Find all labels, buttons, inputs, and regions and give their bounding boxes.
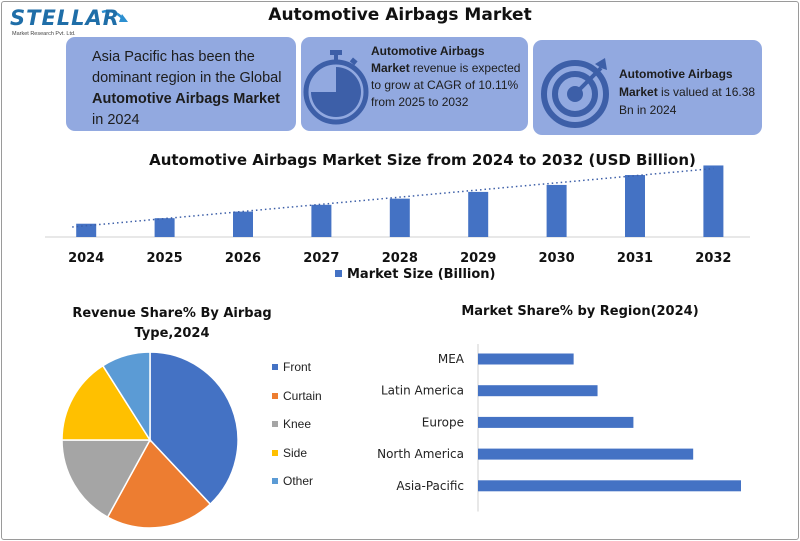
x-tick-label-2027: 2027 bbox=[303, 251, 339, 266]
region-label-latin-america: Latin America bbox=[381, 384, 464, 398]
pie-legend-label: Other bbox=[283, 474, 314, 488]
logo: STELLAR Market Research Pvt. Ltd. bbox=[10, 6, 130, 40]
info-box-2-bold: Automotive Airbags Market bbox=[371, 44, 485, 75]
bar-2029 bbox=[468, 191, 489, 237]
region-label-asia-pacific: Asia-Pacific bbox=[396, 479, 464, 493]
pie-legend-label: Front bbox=[283, 360, 312, 374]
bar-2031 bbox=[625, 175, 645, 237]
region-bar-asia-pacific bbox=[478, 480, 741, 492]
legend-swatch-market-size bbox=[335, 270, 342, 277]
info-box-3-text: Automotive Airbags Market is valued at 1… bbox=[619, 65, 757, 119]
logo-text: STELLAR bbox=[10, 6, 120, 30]
pie-slice-other bbox=[101, 351, 151, 443]
bar-chart-title: Automotive Airbags Market Size from 2024… bbox=[149, 151, 696, 169]
legend-label-market-size: Market Size (Billion) bbox=[347, 267, 496, 282]
pie-slice-knee bbox=[61, 439, 152, 519]
region-label-europe: Europe bbox=[422, 415, 464, 429]
info-box-1-post: in 2024 bbox=[92, 112, 140, 128]
info-box-2-text: Automotive Airbags Market revenue is exp… bbox=[371, 43, 523, 111]
pie-legend-swatch bbox=[272, 392, 278, 399]
pie-legend-swatch bbox=[272, 478, 278, 484]
bar-2024 bbox=[76, 223, 97, 237]
region-label-mea: MEA bbox=[438, 352, 465, 366]
x-tick-label-2030: 2030 bbox=[539, 251, 575, 266]
bar-2026 bbox=[233, 211, 253, 237]
info-box-dominant-region: Asia Pacific has been the dominant regio… bbox=[66, 37, 296, 131]
x-tick-label-2024: 2024 bbox=[68, 251, 104, 266]
region-share-bar-chart: MEA Latin America Europe North America Asia-… bbox=[377, 344, 741, 512]
info-box-1-bold: Automotive Airbags Market bbox=[92, 91, 280, 107]
bar-2028 bbox=[389, 198, 410, 237]
x-tick-label-2029: 2029 bbox=[460, 251, 496, 266]
pie-legend-label: Side bbox=[283, 445, 308, 460]
x-tick-label-2031: 2031 bbox=[617, 251, 653, 266]
region-chart-title: Market Share% by Region(2024) bbox=[461, 304, 699, 319]
market-size-bar-chart: 2024 2025 2026 2027 2028 2029 2030 2031 2032 Mark… bbox=[45, 165, 750, 282]
info-box-cagr: Automotive Airbags Market revenue is exp… bbox=[301, 37, 528, 131]
pie-legend-label: Knee bbox=[283, 417, 312, 431]
bar-2030 bbox=[546, 184, 567, 237]
region-bar-north-america bbox=[478, 448, 694, 460]
pie-legend-swatch bbox=[272, 421, 278, 427]
airbag-type-pie-chart bbox=[61, 351, 239, 529]
info-box-2-post: revenue is expected to grow at CAGR of 1… bbox=[371, 61, 521, 109]
logo-subtext: Market Research Pvt. Ltd. bbox=[12, 31, 76, 37]
region-label-north-america: North America bbox=[377, 447, 464, 461]
info-box-3-bold: Automotive Airbags Market bbox=[619, 67, 733, 99]
target-icon bbox=[541, 58, 609, 128]
x-tick-label-2028: 2028 bbox=[382, 251, 418, 266]
logo-swoosh-icon bbox=[101, 9, 128, 22]
region-bar-europe bbox=[478, 416, 634, 428]
x-tick-label-2032: 2032 bbox=[695, 251, 731, 266]
pie-legend-swatch bbox=[272, 364, 278, 370]
info-box-valuation: Automotive Airbags Market is valued at 1… bbox=[533, 40, 762, 135]
x-tick-label-2026: 2026 bbox=[225, 251, 261, 266]
bar-2025 bbox=[154, 218, 175, 237]
info-box-1-text: Asia Pacific has been the dominant regio… bbox=[92, 49, 282, 86]
x-tick-label-2025: 2025 bbox=[147, 251, 183, 266]
region-bar-latin-america bbox=[478, 385, 598, 397]
pie-slice-curtain bbox=[106, 438, 212, 529]
bar-2027 bbox=[311, 204, 332, 237]
bar-2032 bbox=[703, 165, 724, 237]
pie-chart-title: Revenue Share% By Airbag Type,2024 bbox=[72, 306, 272, 341]
info-box-3-post: is valued at 16.38 Bn in 2024 bbox=[619, 85, 756, 117]
pie-legend-label: Curtain bbox=[283, 388, 322, 403]
pie-slice-front bbox=[149, 351, 239, 506]
stopwatch-icon bbox=[303, 50, 369, 125]
pie-legend-swatch bbox=[272, 449, 278, 456]
page-title: Automotive Airbags Market bbox=[268, 5, 532, 25]
region-bar-mea bbox=[478, 353, 574, 365]
pie-slice-side bbox=[61, 364, 152, 441]
trendline bbox=[72, 167, 714, 228]
